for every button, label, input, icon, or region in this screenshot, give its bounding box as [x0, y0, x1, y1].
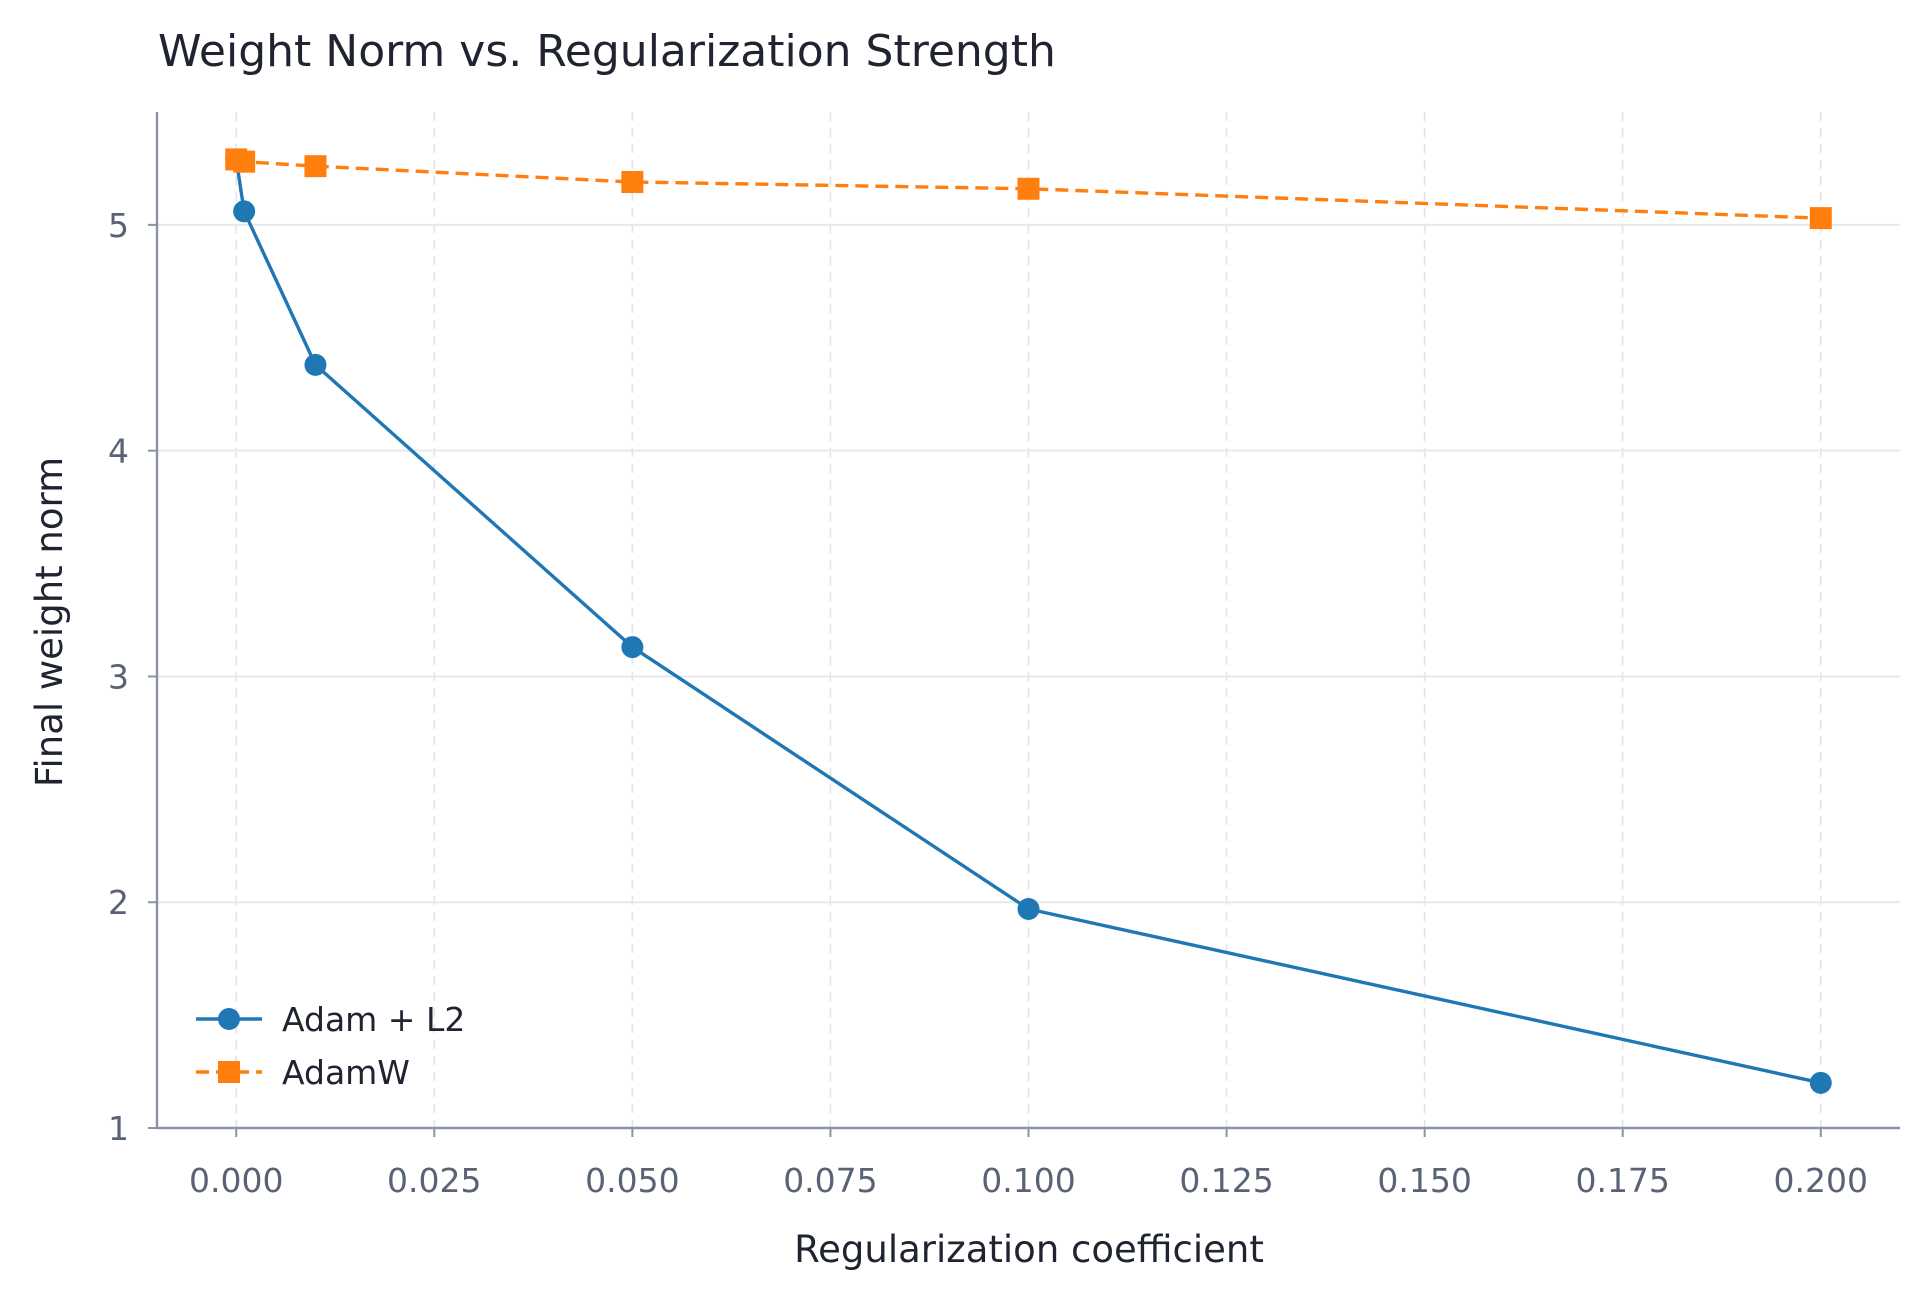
series-0	[225, 148, 1832, 1094]
series-layer	[225, 148, 1832, 1094]
x-tick-label: 0.050	[585, 1161, 679, 1200]
series-1	[225, 148, 1832, 230]
x-tick-label: 0.150	[1377, 1161, 1471, 1200]
x-tick-label: 0.025	[387, 1161, 481, 1200]
legend-swatch-marker	[218, 1061, 240, 1083]
legend-swatch-marker	[218, 1008, 240, 1030]
x-tick-label: 0.075	[783, 1161, 877, 1200]
x-tick-label: 0.100	[981, 1161, 1075, 1200]
legend-label: Adam + L2	[282, 1000, 465, 1039]
y-tick-label: 4	[108, 432, 129, 471]
legend: Adam + L2 AdamW	[196, 1000, 465, 1092]
data-point	[304, 155, 327, 178]
data-point	[621, 170, 644, 193]
legend-item: AdamW	[196, 1053, 410, 1092]
grid-layer	[157, 112, 1900, 1129]
x-tick-label: 0.200	[1774, 1161, 1868, 1200]
data-point	[1809, 207, 1832, 230]
data-point	[233, 150, 256, 173]
y-tick-label: 1	[108, 1109, 129, 1148]
y-axis-label: Final weight norm	[28, 457, 71, 787]
y-tick-label: 5	[108, 206, 129, 245]
data-point	[233, 200, 256, 223]
data-point	[304, 353, 327, 376]
data-point	[1017, 897, 1040, 920]
axes-layer: 0.000 0.025 0.050 0.075 0.100 0.125 0.150 0.175…	[108, 112, 1900, 1200]
x-tick-label: 0.175	[1575, 1161, 1669, 1200]
x-tick-label: 0.125	[1179, 1161, 1273, 1200]
legend-label: AdamW	[282, 1053, 410, 1092]
data-point	[1809, 1071, 1832, 1094]
data-point	[621, 636, 644, 659]
x-axis-label: Regularization coefficient	[794, 1228, 1264, 1271]
legend-item: Adam + L2	[196, 1000, 465, 1039]
chart-title: Weight Norm vs. Regularization Strength	[158, 26, 1056, 77]
y-tick-label: 2	[108, 883, 129, 922]
x-tick-label: 0.000	[189, 1161, 283, 1200]
y-tick-label: 3	[108, 657, 129, 696]
data-point	[1017, 177, 1040, 200]
